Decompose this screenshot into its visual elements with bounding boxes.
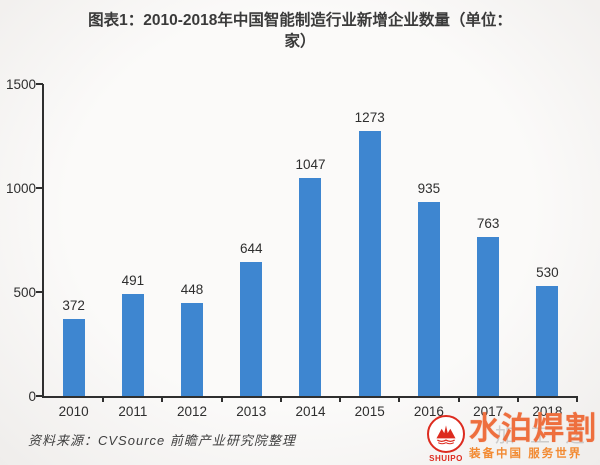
bar-2017 [477, 237, 500, 396]
y-tick-mark [36, 395, 43, 397]
x-tick-label: 2018 [532, 404, 563, 419]
chart-title: 图表1：2010-2018年中国智能制造行业新增企业数量（单位： 家） [10, 10, 590, 52]
shuipo-logo-text: SHUIPO [429, 454, 463, 463]
bar-value-label: 448 [180, 282, 204, 297]
bar-value-label: 1047 [295, 157, 326, 172]
source-note: 资料来源：CVSource 前瞻产业研究院整理 [28, 433, 296, 448]
watermark: SHUIPO 加工之家 水泊焊割 装备中国 服务世界 [427, 411, 600, 463]
bar-value-label: 530 [536, 265, 559, 280]
bar-2016 [417, 202, 440, 396]
bar-value-label: 644 [240, 241, 263, 256]
x-tick-mark [102, 396, 105, 402]
bar-2018 [536, 286, 559, 396]
x-tick-label: 2017 [473, 404, 504, 419]
x-tick-label: 2013 [236, 404, 267, 419]
bar-2012 [181, 303, 204, 396]
x-tick-label: 2011 [118, 404, 148, 419]
y-tick-label: 1000 [5, 181, 36, 196]
bar-value-label: 763 [476, 216, 500, 231]
y-tick-label: 0 [28, 389, 36, 404]
plot-area: 372 2010 491 2011 448 2012 644 2013 1047 2014 1273… [6, 77, 578, 419]
bar-slot: 491 2011 [103, 84, 162, 419]
bar-value-label: 1273 [354, 110, 385, 125]
watermark-text: 加工之家 水泊焊割 装备中国 服务世界 [469, 411, 600, 461]
x-tick-mark [457, 396, 460, 402]
bar-slot: 372 2010 [44, 84, 103, 419]
bar-value-label: 491 [121, 273, 145, 288]
x-tick-mark [516, 396, 519, 402]
chart-title-line1: 图表1：2010-2018年中国智能制造行业新增企业数量（单位： [88, 12, 512, 29]
bar-2015 [358, 131, 381, 396]
bar-2010 [62, 319, 85, 396]
bar-2014 [299, 178, 322, 396]
bar-slot: 530 2018 [518, 84, 577, 419]
bar-slot: 763 2017 [459, 84, 518, 419]
x-tick-mark [279, 396, 282, 402]
watermark-brand-text: 水泊焊割 [469, 411, 597, 446]
bar-slot: 448 2012 [162, 84, 221, 419]
x-tick-label: 2010 [58, 404, 89, 419]
y-tick-label: 500 [13, 285, 36, 300]
x-tick-label: 2014 [295, 404, 326, 419]
bar-slot: 1273 2015 [340, 84, 399, 419]
bar-2013 [240, 262, 263, 396]
x-tick-mark [161, 396, 164, 402]
x-tick-label: 2015 [354, 404, 385, 419]
bar-2011 [121, 294, 144, 396]
x-tick-mark [220, 396, 223, 402]
shuipo-logo-icon [427, 415, 465, 453]
y-tick-mark [36, 83, 43, 85]
x-tick-mark [576, 396, 578, 402]
x-tick-label: 2012 [177, 404, 208, 419]
bar-value-label: 935 [417, 181, 441, 196]
shuipo-logo: SHUIPO [427, 415, 465, 463]
bar-slot: 644 2013 [222, 84, 281, 419]
y-tick-mark [36, 291, 43, 293]
bar-value-label: 372 [62, 298, 85, 313]
faint-watermark-text: 加工之家 [495, 425, 600, 447]
y-tick-mark [36, 187, 43, 189]
bar-slot: 935 2016 [399, 84, 458, 419]
watermark-slogan-text: 装备中国 服务世界 [469, 448, 583, 460]
x-tick-label: 2016 [413, 404, 444, 419]
x-tick-mark [339, 396, 342, 402]
y-tick-label: 1500 [5, 77, 36, 92]
x-tick-mark [398, 396, 401, 402]
bar-slot: 1047 2014 [281, 84, 340, 419]
chart-title-line2: 家） [284, 33, 316, 50]
